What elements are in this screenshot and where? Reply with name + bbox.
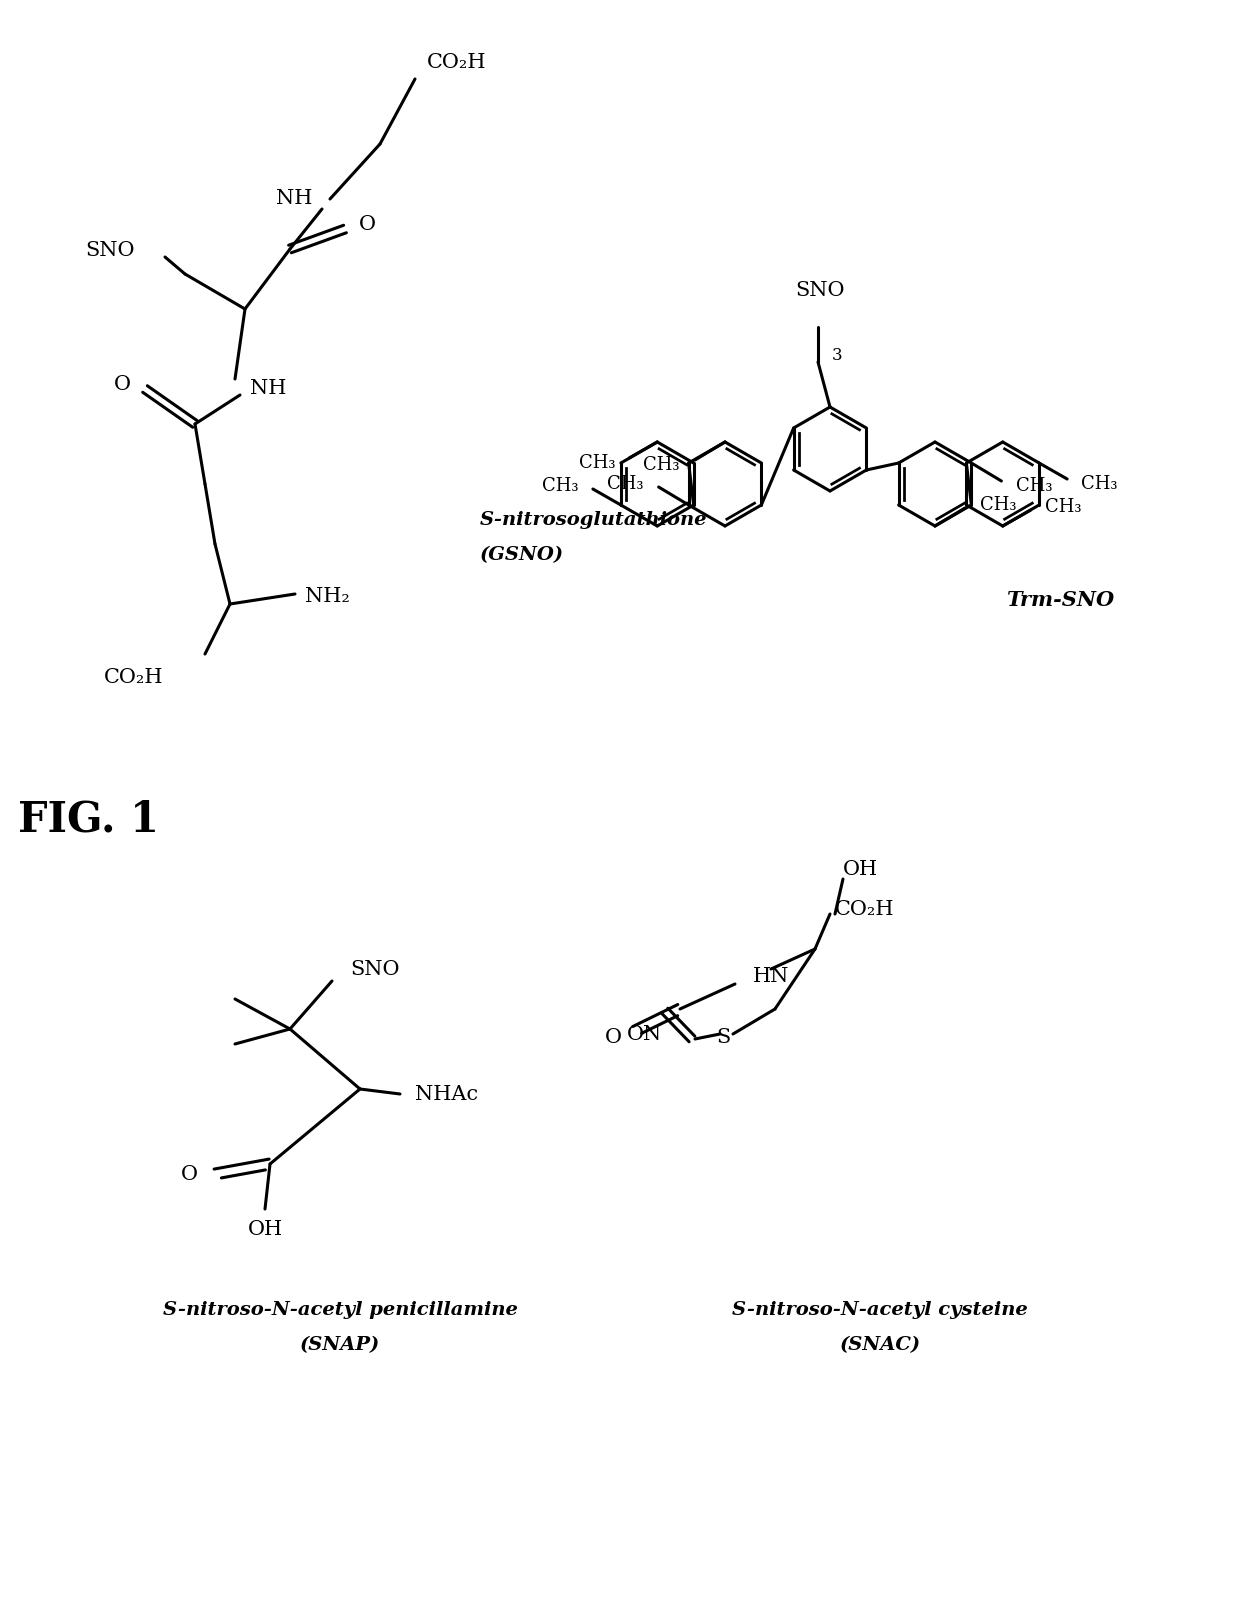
Text: SNO: SNO	[86, 240, 135, 260]
Text: OH: OH	[248, 1219, 283, 1238]
Text: S-nitrosoglutathione: S-nitrosoglutathione	[480, 511, 708, 529]
Text: FIG. 1: FIG. 1	[17, 799, 159, 841]
Text: SNO: SNO	[350, 959, 399, 979]
Text: NHAc: NHAc	[415, 1084, 479, 1104]
Text: S-nitroso-N-acetyl penicillamine: S-nitroso-N-acetyl penicillamine	[162, 1300, 517, 1318]
Text: CH₃: CH₃	[579, 454, 615, 472]
Text: S: S	[715, 1027, 730, 1047]
Text: O: O	[114, 375, 131, 394]
Text: (SNAC): (SNAC)	[839, 1336, 920, 1354]
Text: OH: OH	[843, 860, 878, 880]
Text: NH: NH	[275, 188, 312, 208]
Text: (SNAP): (SNAP)	[300, 1336, 381, 1354]
Text: ON: ON	[626, 1024, 662, 1044]
Text: Trm-SNO: Trm-SNO	[1006, 589, 1114, 610]
Text: CH₃: CH₃	[608, 474, 644, 493]
Text: 3: 3	[832, 347, 843, 364]
Text: CO₂H: CO₂H	[427, 54, 486, 71]
Text: NH: NH	[250, 378, 286, 398]
Text: CH₃: CH₃	[1081, 474, 1117, 493]
Text: O: O	[181, 1165, 198, 1183]
Text: O: O	[605, 1027, 622, 1047]
Text: SNO: SNO	[795, 281, 844, 300]
Text: O: O	[360, 216, 376, 234]
Text: CO₂H: CO₂H	[103, 667, 162, 687]
Text: CO₂H: CO₂H	[835, 899, 894, 919]
Text: NH₂: NH₂	[305, 588, 350, 605]
Text: HN: HN	[753, 967, 790, 985]
Text: CH₃: CH₃	[644, 456, 680, 474]
Text: CH₃: CH₃	[542, 477, 579, 495]
Text: CH₃: CH₃	[1045, 498, 1081, 516]
Text: (GSNO): (GSNO)	[480, 545, 564, 563]
Text: S-nitroso-N-acetyl cysteine: S-nitroso-N-acetyl cysteine	[732, 1300, 1028, 1318]
Text: CH₃: CH₃	[980, 495, 1017, 514]
Text: CH₃: CH₃	[1017, 477, 1053, 495]
